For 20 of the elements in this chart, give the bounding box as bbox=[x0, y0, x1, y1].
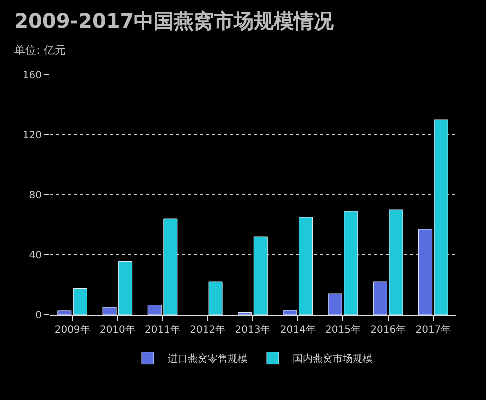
bar bbox=[254, 236, 268, 315]
x-tick-label: 2015年 bbox=[325, 324, 361, 336]
x-tick-label: 2016年 bbox=[370, 324, 406, 336]
x-tick-label: 2010年 bbox=[100, 324, 136, 336]
y-tick-label: 80 bbox=[29, 190, 42, 202]
x-tick-label: 2009年 bbox=[54, 324, 90, 336]
chart-subtitle: 单位: 亿元 bbox=[14, 44, 66, 57]
x-tick-label: 2013年 bbox=[235, 324, 271, 336]
y-tick-label: 40 bbox=[29, 250, 42, 262]
x-tick-label: 2014年 bbox=[280, 324, 316, 336]
x-tick-label: 2017年 bbox=[416, 324, 452, 336]
y-tick-label: 160 bbox=[22, 70, 42, 82]
bar bbox=[208, 282, 223, 315]
x-tick-label: 2012年 bbox=[190, 324, 226, 336]
chart-title: 2009-2017中国燕窝市场规模情况 bbox=[14, 9, 336, 33]
legend-label: 国内燕窝市场规模 bbox=[293, 353, 373, 366]
y-tick-label: 0 bbox=[36, 310, 42, 322]
y-tick-label: 120 bbox=[22, 130, 42, 142]
x-tick-label: 2011年 bbox=[145, 324, 181, 336]
legend-label: 进口燕窝零售规模 bbox=[168, 353, 248, 366]
